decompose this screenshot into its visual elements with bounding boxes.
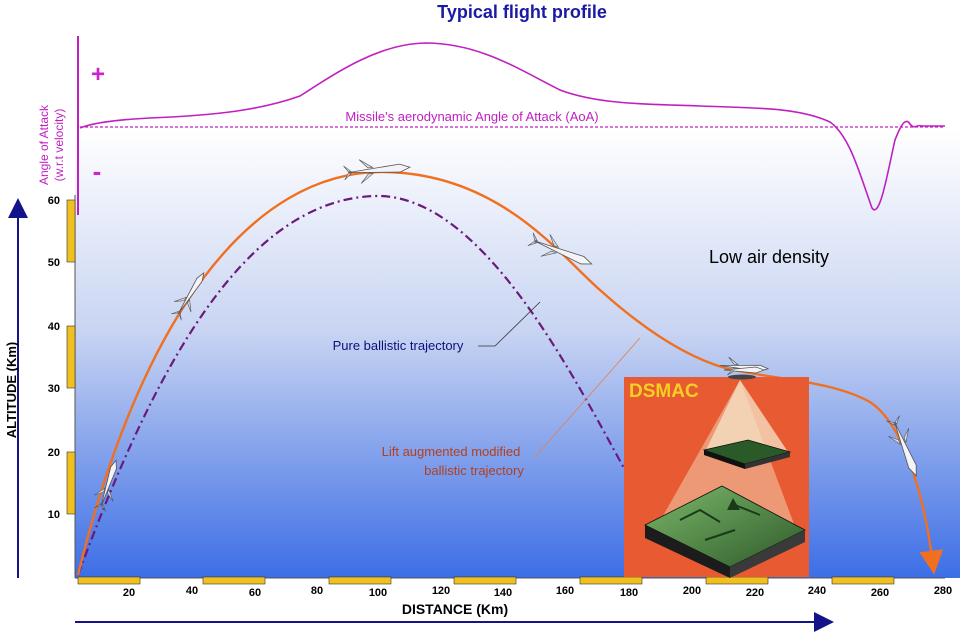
lift-leader-line bbox=[533, 337, 641, 459]
x-marker bbox=[77, 576, 141, 585]
x-marker bbox=[328, 576, 392, 585]
y-tick-label: 10 bbox=[48, 509, 60, 521]
sky-background bbox=[75, 130, 960, 578]
missile-icon bbox=[527, 232, 593, 265]
x-tick-label: 120 bbox=[432, 585, 450, 597]
x-tick-label: 140 bbox=[494, 587, 512, 599]
y-axis-markers bbox=[66, 199, 76, 515]
y-tick-label: 20 bbox=[48, 447, 60, 459]
x-tick-label: 220 bbox=[746, 587, 764, 599]
dsmac-terrain-block bbox=[644, 485, 806, 578]
missile-icon bbox=[343, 159, 411, 184]
altitude-axis-label: ALTITUDE (Km) bbox=[4, 342, 19, 439]
aoa-minus-sign: - bbox=[93, 156, 102, 186]
x-tick-label: 160 bbox=[556, 585, 574, 597]
x-tick-label: 100 bbox=[369, 587, 387, 599]
y-tick-label: 40 bbox=[48, 321, 60, 333]
x-tick-label: 40 bbox=[186, 585, 198, 597]
distance-axis-label: DISTANCE (Km) bbox=[402, 601, 508, 617]
y-marker bbox=[66, 199, 76, 263]
ballistic-trajectory-label: Pure ballistic trajectory bbox=[333, 338, 464, 353]
x-marker bbox=[705, 576, 769, 585]
aoa-axis-label: Angle of Attack (w.r.t velocity) bbox=[37, 104, 66, 185]
aoa-curve bbox=[79, 42, 945, 211]
x-tick-label: 180 bbox=[620, 587, 638, 599]
x-marker bbox=[579, 576, 643, 585]
dsmac-title: DSMAC bbox=[629, 381, 699, 402]
aoa-axis-label-line2: (w.r.t velocity) bbox=[52, 109, 66, 182]
x-tick-label: 20 bbox=[123, 587, 135, 599]
lift-trajectory-label-line2: ballistic trajectory bbox=[424, 463, 524, 478]
y-marker bbox=[66, 325, 76, 389]
ballistic-leader-line bbox=[478, 301, 541, 347]
x-marker bbox=[202, 576, 266, 585]
x-tick-labels: 20 40 60 80 100 120 140 160 180 200 220 … bbox=[123, 585, 952, 599]
x-tick-label: 260 bbox=[871, 587, 889, 599]
dsmac-small-map bbox=[702, 439, 792, 469]
missile-icon bbox=[171, 271, 205, 321]
x-tick-label: 60 bbox=[249, 587, 261, 599]
y-tick-label: 50 bbox=[48, 257, 60, 269]
x-axis-markers bbox=[77, 576, 895, 585]
x-tick-label: 240 bbox=[808, 585, 826, 597]
aoa-plus-sign: + bbox=[91, 61, 105, 88]
x-tick-label: 80 bbox=[311, 585, 323, 597]
page-title: Typical flight profile bbox=[437, 2, 607, 22]
x-tick-label: 280 bbox=[934, 585, 952, 597]
x-tick-label: 200 bbox=[683, 585, 701, 597]
missile-icon bbox=[93, 459, 117, 512]
y-tick-label: 60 bbox=[48, 195, 60, 207]
y-marker bbox=[66, 451, 76, 515]
x-marker bbox=[831, 576, 895, 585]
aoa-label: Missile's aerodynamic Angle of Attack (A… bbox=[345, 109, 598, 124]
missile-icon bbox=[886, 415, 917, 477]
y-tick-labels: 10 20 30 40 50 60 bbox=[48, 195, 60, 521]
ballistic-trajectory bbox=[76, 194, 626, 576]
lift-augmented-trajectory bbox=[76, 170, 944, 576]
lift-trajectory-label-line1: Lift augmented modified bbox=[382, 444, 521, 459]
dsmac-sensor-missile-icon bbox=[723, 366, 766, 380]
y-tick-label: 30 bbox=[48, 383, 60, 395]
low-air-density-label: Low air density bbox=[709, 247, 829, 267]
dsmac-panel: DSMAC bbox=[624, 366, 809, 578]
aoa-axis-label-line1: Angle of Attack bbox=[37, 104, 51, 185]
x-marker bbox=[453, 576, 517, 585]
